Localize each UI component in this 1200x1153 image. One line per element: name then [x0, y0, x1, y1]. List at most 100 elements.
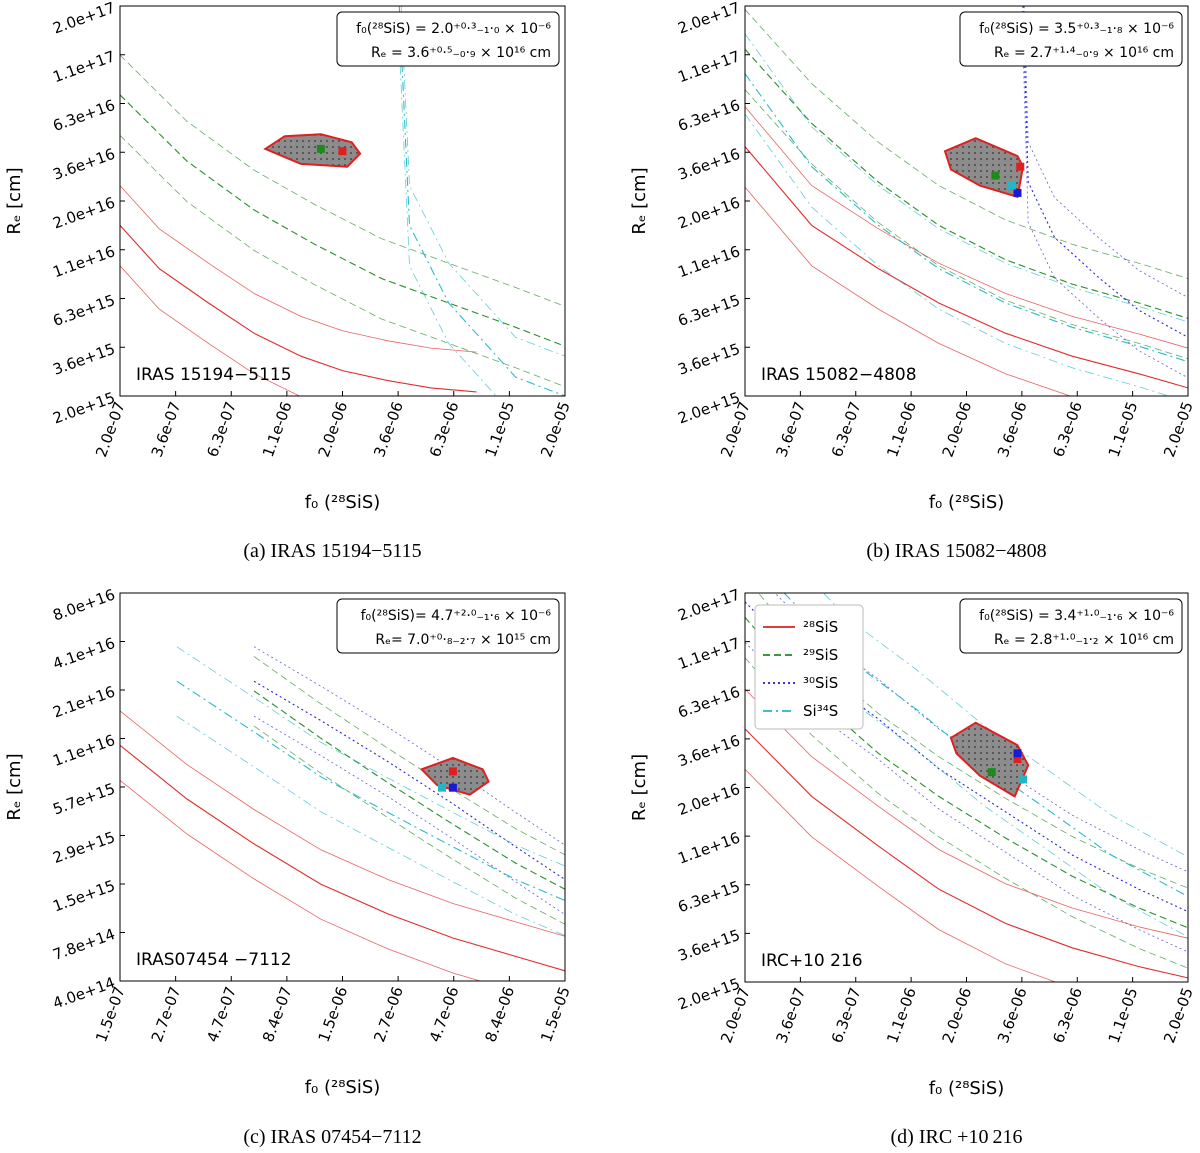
- best-fit-marker-29SiS: [991, 171, 1000, 180]
- series-28SiS-contour: [120, 744, 565, 972]
- y-tick-label: 6.3e+16: [675, 683, 742, 722]
- y-tick-label: 3.6e+15: [50, 340, 117, 379]
- series-28SiS-contour: [745, 688, 1188, 939]
- x-tick-label: 1.1e-05: [1105, 985, 1142, 1045]
- best-fit-marker-29SiS: [987, 768, 996, 777]
- series-28SiS-contour: [120, 265, 301, 396]
- panel-caption: (a) IRAS 15194−5115: [243, 540, 421, 562]
- y-tick-label: 3.6e+16: [50, 145, 117, 184]
- y-tick-label: 2.0e+17: [50, 0, 117, 38]
- fit-annotation-line: f₀(²⁸SiS) = 2.0⁺⁰·³₋₁·₀ × 10⁻⁶: [356, 21, 551, 37]
- y-tick-label: 2.0e+16: [675, 780, 742, 819]
- y-axis-label: Rₑ [cm]: [4, 167, 25, 234]
- y-tick-label: 6.3e+15: [50, 291, 117, 330]
- y-tick-label: 3.6e+15: [675, 340, 742, 379]
- x-axis-label: f₀ (²⁸SiS): [929, 492, 1005, 513]
- x-tick-label: 2.0e-05: [1160, 985, 1197, 1045]
- fit-annotation-line: f₀(²⁸SiS) = 3.5⁺⁰·³₋₁·₈ × 10⁻⁶: [979, 21, 1174, 37]
- series-28SiS-contour: [745, 728, 1188, 979]
- panel-c: 1.5e-07 2.7e-07 4.7e-07 8.4e-07 1.5e-06 2.7e-…: [4, 585, 574, 1148]
- legend-entry: ²⁸SiS: [803, 618, 838, 636]
- x-tick-label: 6.3e-07: [203, 399, 240, 459]
- x-tick-label: 6.3e-06: [426, 399, 463, 459]
- x-tick-label: 1.1e-05: [1105, 399, 1142, 459]
- y-axis-label: Rₑ [cm]: [4, 753, 25, 820]
- x-axis-label: f₀ (²⁸SiS): [929, 1078, 1005, 1099]
- series-29SiS-contour: [745, 89, 1188, 360]
- fit-annotation-line: f₀(²⁸SiS) = 3.4⁺¹·⁰₋₁·₆ × 10⁻⁶: [979, 608, 1174, 624]
- object-label: IRAS07454 −7112: [136, 950, 292, 970]
- series-28SiS-contour: [120, 225, 477, 393]
- series-28SiS-contour: [120, 710, 565, 937]
- y-tick-label: 5.7e+15: [50, 779, 117, 818]
- series-Si34S-contour: [176, 646, 565, 867]
- x-tick-label: 1.5e-05: [537, 984, 574, 1044]
- best-fit-marker-28SiS: [338, 147, 347, 156]
- x-tick-label: 2.0e-06: [939, 399, 976, 459]
- legend-box: [754, 604, 864, 730]
- x-tick-label: 1.1e-06: [883, 985, 920, 1045]
- x-tick-label: 3.6e-06: [994, 985, 1031, 1045]
- series-28SiS-contour: [120, 779, 482, 981]
- panel-a: 2.0e-07 3.6e-07 6.3e-07 1.1e-06 2.0e-06 3.6e-…: [4, 0, 574, 562]
- series-29SiS-contour: [120, 54, 565, 307]
- x-tick-label: 6.3e-07: [828, 399, 865, 459]
- x-tick-label: 1.1e-05: [482, 399, 519, 459]
- plot-area: [745, 6, 1188, 396]
- best-fit-region: [263, 133, 362, 168]
- series-30SiS-contour: [745, 642, 1188, 953]
- series-Si34S-contour: [822, 593, 1188, 858]
- series-30SiS-contour: [253, 646, 565, 846]
- y-tick-label: 1.5e+15: [50, 876, 117, 915]
- best-fit-marker-30SiS: [1013, 188, 1022, 197]
- y-tick-label: 2.9e+15: [50, 828, 117, 867]
- y-tick-label: 1.1e+17: [675, 634, 742, 673]
- x-tick-label: 3.6e-06: [994, 399, 1031, 459]
- series-28SiS-contour: [745, 186, 1072, 396]
- series-30SiS-contour: [253, 715, 565, 915]
- series-Si34S-contour: [176, 680, 565, 902]
- panel-caption: (d) IRC +10 216: [891, 1126, 1023, 1148]
- x-tick-label: 2.7e-07: [148, 984, 185, 1044]
- fit-annotation-line: Rₑ= 7.0⁺⁰·₈₋₂·₇ × 10¹⁵ cm: [375, 632, 551, 648]
- plot-area: [120, 6, 565, 396]
- best-fit-marker-28SiS: [1016, 162, 1025, 171]
- y-tick-label: 1.1e+16: [675, 829, 742, 868]
- fit-annotation-box: [336, 598, 560, 654]
- x-tick-label: 1.5e-06: [315, 984, 352, 1044]
- fit-annotation-line: Rₑ = 3.6⁺⁰·⁵₋₀·₉ × 10¹⁶ cm: [371, 45, 551, 61]
- y-tick-label: 2.1e+16: [50, 682, 117, 721]
- panel-caption: (b) IRAS 15082−4808: [866, 540, 1046, 562]
- x-axis-label: f₀ (²⁸SiS): [305, 492, 381, 513]
- series-28SiS-contour: [120, 185, 477, 353]
- x-tick-label: 2.0e-06: [315, 399, 352, 459]
- y-tick-label: 3.6e+15: [675, 926, 742, 965]
- best-fit-marker-Si34S: [1019, 775, 1027, 784]
- x-tick-label: 3.6e-07: [148, 399, 185, 459]
- best-fit-region: [943, 137, 1025, 199]
- series-28SiS-contour: [745, 146, 1188, 389]
- y-tick-label: 3.6e+16: [675, 145, 742, 184]
- series-29SiS-contour: [120, 94, 565, 347]
- y-tick-label: 7.8e+14: [50, 925, 117, 964]
- panel-d: 2.0e-07 3.6e-07 6.3e-07 1.1e-06 2.0e-06 3.6e-…: [629, 585, 1197, 1148]
- series-30SiS-contour: [1023, 6, 1188, 298]
- series-30SiS-contour: [253, 680, 565, 880]
- x-tick-label: 4.7e-07: [203, 984, 240, 1044]
- fit-annotation-box: [959, 11, 1183, 67]
- series-Si34S-contour: [783, 593, 1188, 897]
- series-Si34S-contour: [745, 73, 1188, 363]
- legend-entry: ²⁹SiS: [803, 646, 838, 664]
- y-tick-label: 6.3e+16: [675, 96, 742, 135]
- best-fit-marker-30SiS: [1013, 749, 1022, 758]
- x-tick-label: 6.3e-07: [828, 985, 865, 1045]
- fit-annotation-line: f₀(²⁸SiS)= 4.7⁺²·⁰₋₁·₆ × 10⁻⁶: [361, 608, 552, 624]
- y-axis-label: Rₑ [cm]: [629, 754, 650, 821]
- legend-entry: ³⁰SiS: [803, 674, 838, 692]
- y-tick-label: 1.1e+16: [50, 731, 117, 770]
- object-label: IRAS 15082−4808: [761, 365, 917, 385]
- x-tick-label: 2.0e-06: [939, 985, 976, 1045]
- series-29SiS-contour: [253, 656, 565, 856]
- y-tick-label: 3.6e+16: [675, 731, 742, 770]
- fit-annotation-line: Rₑ = 2.8⁺¹·⁰₋₁·₂ × 10¹⁶ cm: [994, 632, 1174, 648]
